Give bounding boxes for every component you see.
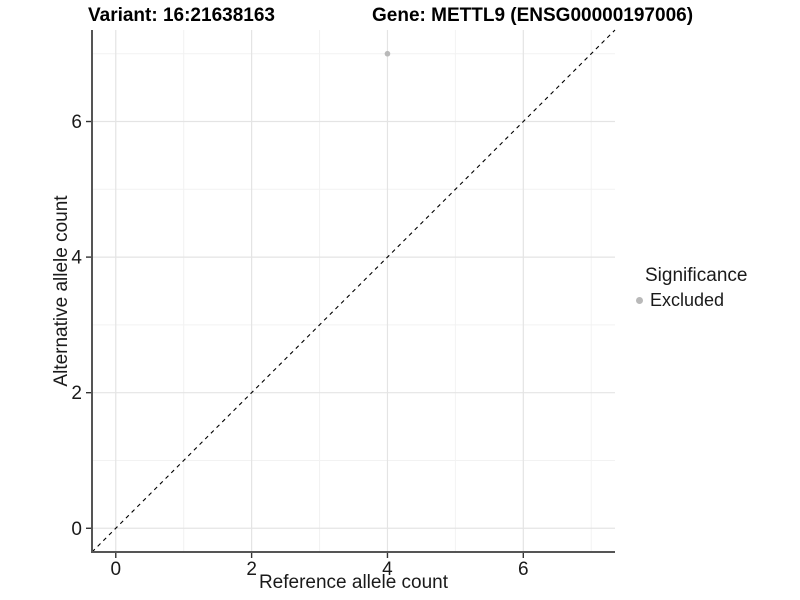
y-tick-label: 6 xyxy=(71,112,82,133)
y-axis-title: Alternative allele count xyxy=(51,195,72,387)
variant-title: Variant: 16:21638163 xyxy=(88,5,275,26)
y-tick-label: 0 xyxy=(71,519,82,540)
y-tick-label: 2 xyxy=(71,383,82,404)
scatter-plot-canvas: 0 2 4 6 0 2 4 6 xyxy=(71,29,616,580)
data-point xyxy=(384,50,391,57)
y-tick-label: 4 xyxy=(71,248,82,269)
legend: Significance Excluded xyxy=(630,265,747,311)
legend-label: Excluded xyxy=(650,290,725,310)
identity-line xyxy=(91,29,616,553)
legend-point-icon xyxy=(636,297,643,304)
x-axis-title: Reference allele count xyxy=(258,572,449,593)
x-tick-label: 0 xyxy=(110,559,121,580)
plot-panel: 0 2 4 6 0 2 4 6 xyxy=(71,29,616,580)
legend-entry-excluded: Excluded xyxy=(630,290,747,311)
gene-title: Gene: METTL9 (ENSG00000197006) xyxy=(372,5,694,26)
x-tick-label: 6 xyxy=(518,559,529,580)
x-tick-label: 4 xyxy=(382,559,393,580)
legend-title: Significance xyxy=(645,265,748,286)
x-tick-label: 2 xyxy=(246,559,257,580)
